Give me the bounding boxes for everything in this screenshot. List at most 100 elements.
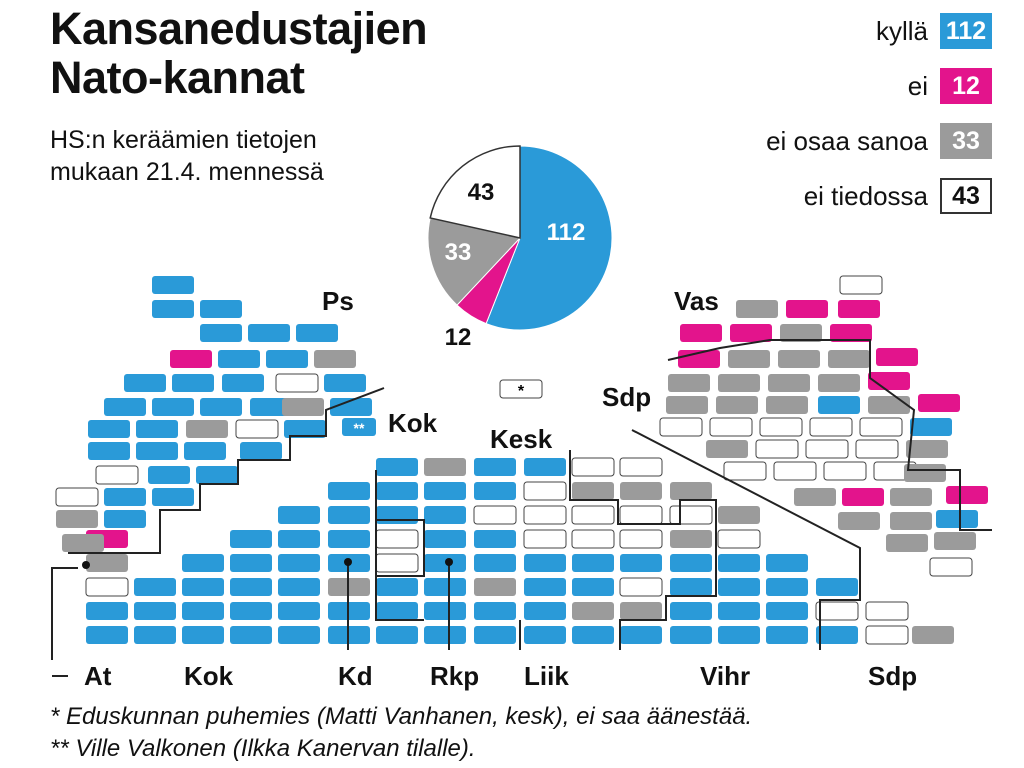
seat <box>104 510 146 528</box>
seat <box>524 578 566 596</box>
pie-label-no: 12 <box>445 324 472 351</box>
seat <box>278 578 320 596</box>
seat <box>278 602 320 620</box>
seat <box>723 461 767 481</box>
seat <box>424 602 466 620</box>
seat <box>314 350 356 368</box>
seat <box>55 487 99 507</box>
seat <box>148 466 190 484</box>
seat <box>805 439 849 459</box>
seat <box>706 440 748 458</box>
pie-slice-yes <box>485 145 613 331</box>
seat <box>572 602 614 620</box>
title-line-2: Nato-kannat <box>50 52 305 103</box>
seat <box>218 350 260 368</box>
seat <box>278 530 320 548</box>
seat <box>523 481 567 501</box>
subtitle-line-2: mukaan 21.4. mennessä <box>50 158 324 186</box>
seat <box>890 512 932 530</box>
seat <box>730 324 772 342</box>
seat <box>342 418 376 436</box>
seat <box>859 417 903 437</box>
seat <box>523 529 567 549</box>
seat <box>766 578 808 596</box>
seat <box>235 419 279 439</box>
party-border <box>631 429 861 650</box>
seat <box>659 417 703 437</box>
seat <box>766 626 808 644</box>
seat <box>828 350 870 368</box>
party-border <box>68 387 385 554</box>
seat <box>778 350 820 368</box>
seat <box>524 458 566 476</box>
seat <box>718 578 760 596</box>
legend-label: kyllä <box>875 15 928 46</box>
seat <box>499 379 543 399</box>
seat <box>668 374 710 392</box>
seat <box>328 482 370 500</box>
seat <box>182 554 224 572</box>
seat <box>620 602 662 620</box>
seat <box>182 602 224 620</box>
seat <box>230 626 272 644</box>
seat <box>230 602 272 620</box>
substitute-mark: ** <box>354 420 365 436</box>
seat <box>780 324 822 342</box>
seat <box>424 458 466 476</box>
seat <box>375 529 419 549</box>
seat <box>718 554 760 572</box>
seat <box>855 439 899 459</box>
at-leader-line <box>51 567 78 660</box>
party-border <box>376 519 425 577</box>
seat <box>619 529 663 549</box>
seat <box>818 396 860 414</box>
party-label: Kok <box>388 408 438 438</box>
pie-label-unknown: 43 <box>468 179 495 206</box>
seat <box>936 510 978 528</box>
seat <box>85 577 129 597</box>
seat <box>906 440 948 458</box>
party-label: Vihr <box>700 661 750 691</box>
seat <box>728 350 770 368</box>
seat <box>88 442 130 460</box>
seat <box>200 300 242 318</box>
seat <box>88 420 130 438</box>
seat <box>524 602 566 620</box>
seat <box>823 461 867 481</box>
seat <box>170 350 212 368</box>
seat <box>230 530 272 548</box>
party-border <box>667 339 992 531</box>
seat <box>876 348 918 366</box>
seat <box>376 626 418 644</box>
seat <box>838 300 880 318</box>
pie-label-unsure: 33 <box>445 239 472 266</box>
seat <box>666 396 708 414</box>
seat <box>424 482 466 500</box>
seat <box>86 626 128 644</box>
seat <box>124 374 166 392</box>
seat <box>946 486 988 504</box>
legend-label: ei osaa sanoa <box>766 125 928 156</box>
seat <box>816 578 858 596</box>
seat <box>886 534 928 552</box>
seat <box>818 374 860 392</box>
seat <box>620 554 662 572</box>
seat <box>670 554 712 572</box>
seat <box>768 374 810 392</box>
legend-label: ei tiedossa <box>803 180 928 211</box>
seat <box>424 578 466 596</box>
seat <box>152 300 194 318</box>
seat <box>571 457 615 477</box>
legend-value: 33 <box>940 123 992 159</box>
party-label: Liik <box>524 661 569 691</box>
seat <box>56 510 98 528</box>
seat <box>95 465 139 485</box>
at-dot <box>82 561 90 569</box>
kd-dot <box>344 558 352 566</box>
subtitle-line-1: HS:n keräämien tietojen <box>50 126 317 154</box>
seat <box>473 505 517 525</box>
seat <box>572 482 614 500</box>
seat <box>376 482 418 500</box>
seat <box>755 439 799 459</box>
